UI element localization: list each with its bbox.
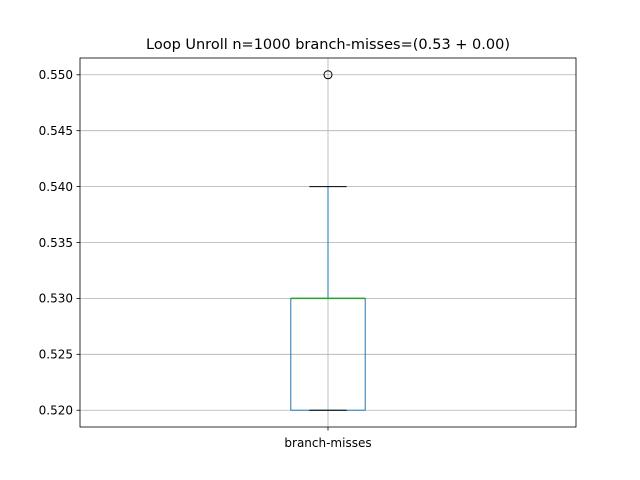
- plot-frame: [79, 57, 577, 428]
- y-tick-label: 0.540: [39, 180, 73, 194]
- outlier-point: [323, 70, 333, 80]
- x-tick-label: branch-misses: [284, 436, 371, 450]
- y-tick-label: 0.520: [39, 404, 73, 418]
- y-tick-label: 0.525: [39, 348, 73, 362]
- y-tick-label: 0.535: [39, 236, 73, 250]
- y-tick-label: 0.530: [39, 292, 73, 306]
- box-layer: [290, 70, 366, 411]
- box-branch-misses: [290, 70, 366, 411]
- axis-layer: 0.520 0.525 0.530 0.535 0.540 0.545 0.550 branc…: [39, 68, 372, 450]
- y-tick-label: 0.545: [39, 124, 73, 138]
- y-tick-label: 0.550: [39, 68, 73, 82]
- chart-title: Loop Unroll n=1000 branch-misses=(0.53 +…: [146, 37, 510, 53]
